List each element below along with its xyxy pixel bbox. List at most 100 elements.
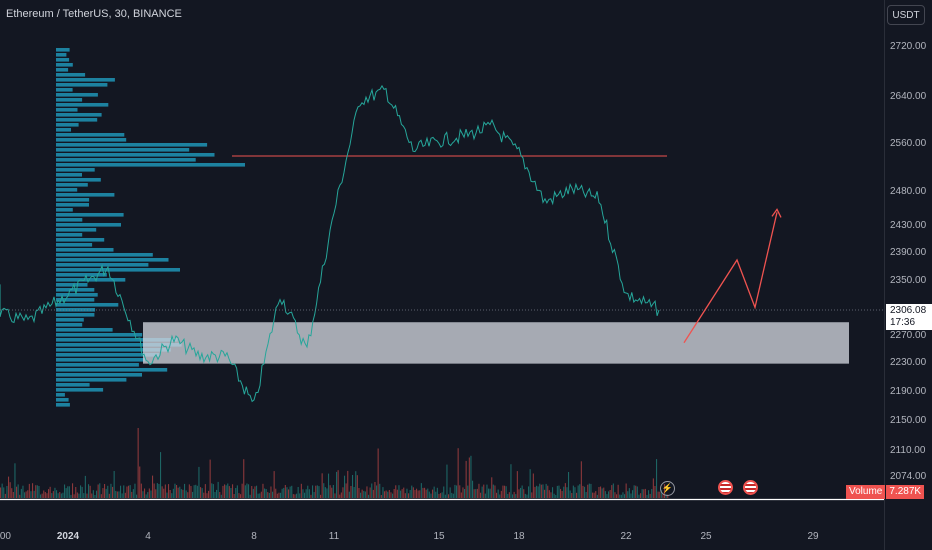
volume-bar <box>532 473 534 498</box>
volume-bar <box>340 492 342 498</box>
volume-bar <box>580 461 582 498</box>
volume-bar <box>120 485 122 498</box>
volume-bar <box>540 484 542 498</box>
volume-bar <box>374 482 376 498</box>
volume-bar <box>638 494 640 498</box>
volume-bar <box>452 493 454 498</box>
volume-bar <box>46 493 48 498</box>
us-flag-icon[interactable] <box>743 480 758 495</box>
volume-bar <box>190 486 192 498</box>
volume-bar <box>259 493 261 498</box>
volume-bar <box>244 485 246 498</box>
volume-bar <box>284 485 286 498</box>
profile-bar <box>56 133 125 137</box>
volume-bar <box>126 486 128 498</box>
volume-bar <box>584 486 586 498</box>
volume-bar <box>320 494 322 498</box>
volume-bar <box>344 475 346 498</box>
profile-bar <box>56 388 104 392</box>
volume-bar <box>408 493 410 498</box>
volume-bar <box>496 492 498 498</box>
profile-bar <box>56 83 108 87</box>
profile-bar <box>56 393 65 397</box>
volume-bar <box>464 489 466 498</box>
current-price: 2306.08 <box>890 305 927 316</box>
volume-bar <box>448 494 450 498</box>
price-tick-label: 2190.00 <box>890 386 927 397</box>
profile-bar <box>56 158 196 162</box>
currency-button[interactable]: USDT <box>887 5 925 25</box>
volume-bar <box>598 487 600 498</box>
volume-bar <box>529 469 531 498</box>
lightning-icon[interactable]: ⚡ <box>660 481 675 496</box>
profile-bar <box>56 348 171 352</box>
volume-bar <box>307 485 309 498</box>
volume-bar <box>302 489 304 498</box>
profile-bar <box>56 98 83 102</box>
volume-bar <box>62 492 64 498</box>
time-tick-label: 11 <box>328 531 340 542</box>
volume-bar <box>371 483 373 498</box>
volume-bar <box>427 488 429 498</box>
volume-bar <box>483 484 485 498</box>
volume-bar <box>299 493 301 498</box>
profile-bar <box>56 103 109 107</box>
volume-bar <box>547 485 549 498</box>
volume-bar <box>217 481 219 498</box>
volume-bar <box>246 483 248 498</box>
volume-bar <box>158 484 160 498</box>
time-tick-label: 8 <box>251 531 257 542</box>
volume-bar <box>571 493 573 498</box>
volume-bar <box>94 495 96 498</box>
time-tick-label: 15 <box>433 531 445 542</box>
volume-bar <box>1 483 3 498</box>
volume-bar <box>64 484 66 498</box>
volume-bar <box>32 483 34 498</box>
volume-bar <box>521 485 523 498</box>
volume-bar <box>212 484 214 498</box>
volume-bar <box>268 493 270 498</box>
volume-bar <box>288 489 290 498</box>
volume-bar <box>332 485 334 498</box>
volume-bar <box>334 493 336 498</box>
volume-bar <box>608 491 610 498</box>
volume-bar <box>313 492 315 498</box>
volume-bar <box>161 486 163 498</box>
volume-bar <box>369 487 371 498</box>
volume-bar <box>44 492 46 498</box>
volume-bar <box>148 488 150 498</box>
volume-bar <box>276 493 278 498</box>
volume-bar <box>350 486 352 498</box>
volume-bar <box>104 484 106 498</box>
volume-bar <box>556 485 558 498</box>
volume-bar <box>129 485 131 498</box>
volume-bar <box>83 493 85 498</box>
volume-bars <box>0 428 669 498</box>
symbol-title[interactable]: Ethereum / TetherUS, 30, BINANCE <box>6 8 182 20</box>
profile-bar <box>56 168 95 172</box>
volume-bar <box>243 459 245 498</box>
volume-bar <box>256 485 258 498</box>
us-flag-icon[interactable] <box>718 480 733 495</box>
volume-bar <box>484 493 486 498</box>
volume-bar <box>499 494 501 498</box>
volume-bar <box>534 486 536 498</box>
profile-bar <box>56 58 70 62</box>
volume-bar <box>572 485 574 498</box>
volume-bar <box>640 493 642 498</box>
volume-bar <box>240 494 242 498</box>
volume-bar <box>566 487 568 498</box>
volume-bar <box>152 475 154 498</box>
volume-bar <box>300 483 302 498</box>
volume-bar <box>412 487 414 498</box>
volume-bar <box>355 471 357 498</box>
volume-bar <box>585 492 587 498</box>
price-tick-label: 2074.00 <box>890 471 927 482</box>
volume-bar <box>286 487 288 498</box>
volume-bar <box>504 485 506 498</box>
profile-bar <box>56 283 88 287</box>
volume-bar <box>595 491 597 498</box>
volume-bar <box>208 490 210 498</box>
profile-bar <box>56 353 160 357</box>
